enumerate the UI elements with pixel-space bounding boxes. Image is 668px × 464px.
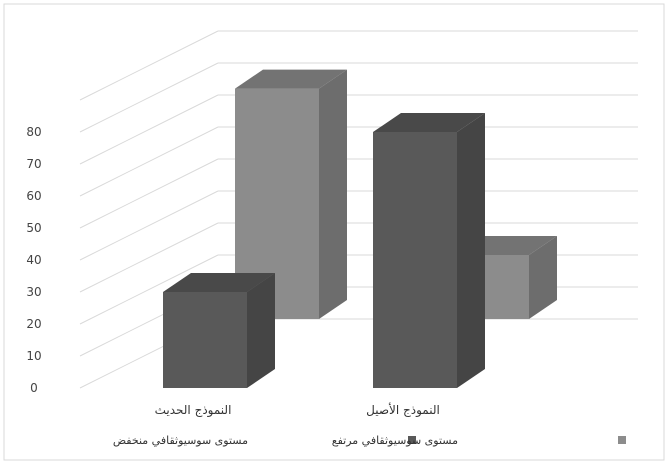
legend-label: مستوى سوسيوثقافي مرتفع: [332, 434, 458, 447]
y-tick-label: 60: [26, 189, 41, 203]
bar-top-face: [163, 273, 275, 292]
legend-swatch: [618, 436, 626, 444]
y-tick-label: 70: [26, 157, 41, 171]
bar: [373, 113, 485, 388]
y-tick-label: 20: [26, 317, 41, 331]
bar: [163, 273, 275, 388]
gridline-side: [79, 94, 219, 165]
gridline-side: [79, 62, 219, 133]
bar-side-face: [457, 113, 485, 388]
legend-label: مستوى سوسيوثقافي منخفض: [113, 434, 248, 447]
bar-side-face: [247, 273, 275, 388]
legend-swatch: [408, 436, 416, 444]
gridline-side: [79, 254, 219, 325]
legend: مستوى سوسيوثقافي منخفض مستوى سوسيوثقافي م…: [113, 434, 626, 447]
gridline-side: [79, 190, 219, 261]
bar-top-face: [373, 113, 485, 132]
y-tick-label: 50: [26, 221, 41, 235]
y-tick-label: 10: [26, 349, 41, 363]
bar-front-face: [163, 292, 247, 388]
front-row-bars: [163, 113, 485, 388]
y-tick-label: 30: [26, 285, 41, 299]
bar-side-face: [529, 236, 557, 319]
gridline-side: [79, 158, 219, 229]
bar: [235, 69, 347, 319]
gridline-side: [79, 126, 219, 197]
bar-top-face: [235, 69, 347, 89]
category-label: النموذج الأصيل: [366, 402, 440, 418]
y-tick-label: 0: [30, 381, 38, 395]
gridline-side: [79, 222, 219, 293]
y-tick-label: 80: [26, 125, 41, 139]
category-label: النموذج الحديث: [155, 403, 232, 418]
category-labels: النموذج الحديث النموذج الأصيل: [155, 402, 440, 418]
gridline-side: [79, 30, 219, 101]
bar-side-face: [319, 69, 347, 319]
y-tick-label: 40: [26, 253, 41, 267]
y-axis-tick-labels: 0 10 20 30 40 50 60 70 80: [26, 125, 41, 395]
back-row-bars: [235, 69, 557, 319]
bar-front-face: [373, 132, 457, 388]
